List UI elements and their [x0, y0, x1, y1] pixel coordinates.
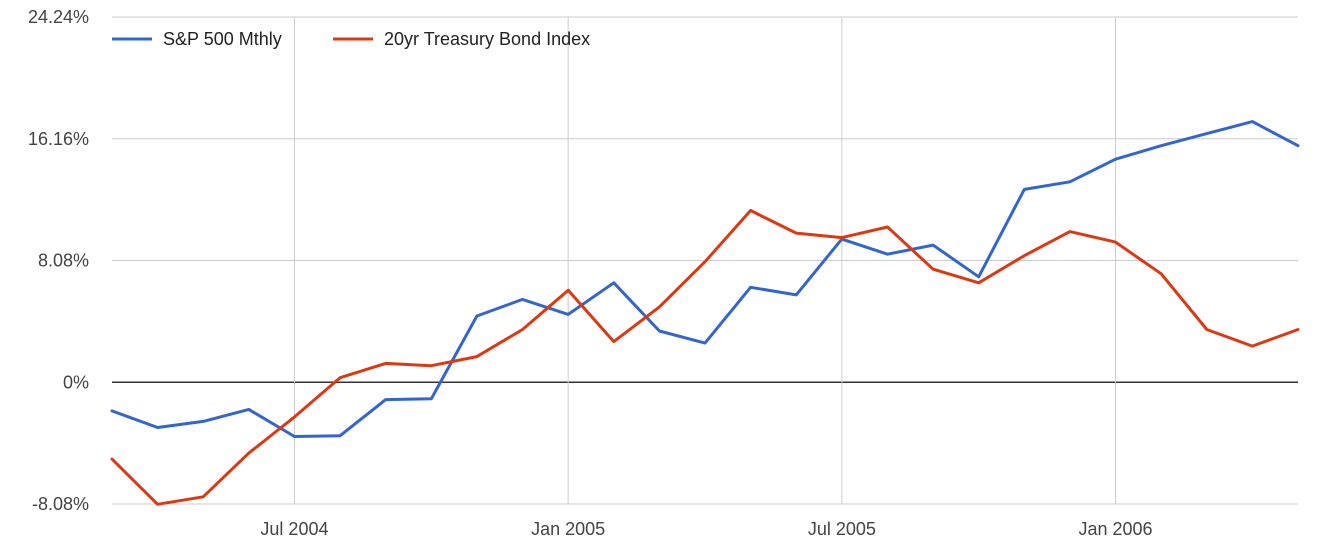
y-tick-label: 24.24% — [28, 7, 89, 27]
y-tick-label: 8.08% — [38, 251, 89, 271]
x-axis-tick-labels: Jul 2004 Jan 2005 Jul 2005 Jan 2006 — [260, 519, 1152, 539]
series-line-sp500[interactable] — [110, 120, 1300, 438]
series-lines — [110, 120, 1300, 506]
y-axis-tick-labels: -8.08% 0% 8.08% 16.16% 24.24% — [28, 7, 89, 514]
legend: S&P 500 Mthly 20yr Treasury Bond Index — [112, 29, 590, 49]
y-tick-label: 0% — [63, 372, 89, 392]
y-tick-label: 16.16% — [28, 129, 89, 149]
legend-item-treasury[interactable]: 20yr Treasury Bond Index — [333, 29, 590, 49]
x-tick-label: Jul 2004 — [260, 519, 328, 539]
x-tick-label: Jan 2006 — [1078, 519, 1152, 539]
y-tick-label: -8.08% — [32, 494, 89, 514]
x-tick-label: Jul 2005 — [808, 519, 876, 539]
series-line-treasury[interactable] — [110, 209, 1300, 506]
legend-label-sp500: S&P 500 Mthly — [163, 29, 282, 49]
x-tick-label: Jan 2005 — [531, 519, 605, 539]
legend-item-sp500[interactable]: S&P 500 Mthly — [112, 29, 282, 49]
legend-label-treasury: 20yr Treasury Bond Index — [384, 29, 590, 49]
